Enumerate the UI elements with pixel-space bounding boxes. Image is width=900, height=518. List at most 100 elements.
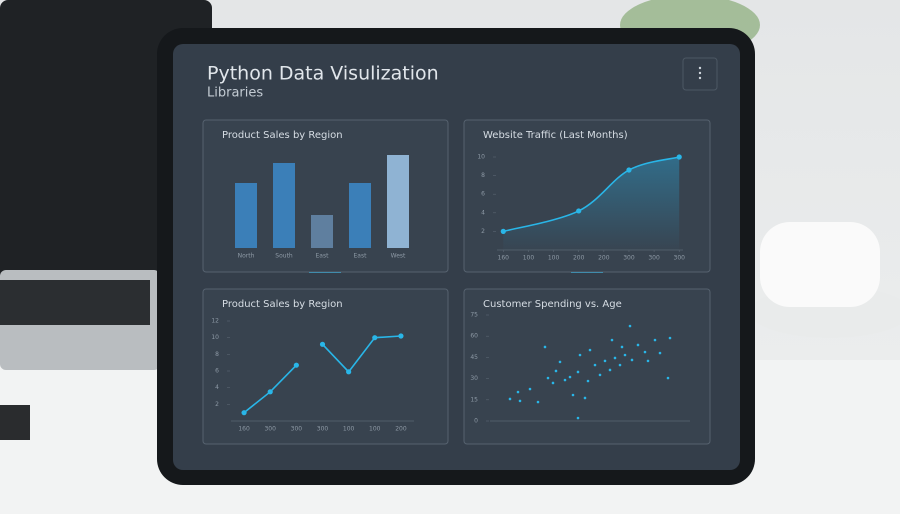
point — [610, 338, 614, 342]
line — [503, 156, 680, 233]
point — [543, 345, 547, 349]
x-tick-label: 300 — [648, 255, 660, 262]
x-tick-label: 300 — [264, 426, 276, 433]
point — [576, 370, 580, 374]
point — [516, 390, 520, 394]
y-tick-label: 0 — [474, 418, 478, 425]
y-tick-label: 2 — [481, 228, 485, 235]
point — [666, 376, 670, 380]
laptop-keyboard — [0, 280, 150, 325]
point — [576, 416, 580, 420]
x-tick-label: 100 — [523, 255, 535, 262]
menu-dot — [698, 66, 702, 70]
y-tick-label: 6 — [481, 191, 485, 198]
point — [646, 359, 650, 363]
y-tick-label: 8 — [481, 172, 485, 179]
dashboard-subtitle: Libraries — [207, 86, 263, 101]
point — [536, 400, 540, 404]
point — [576, 208, 582, 214]
y-tick-label: 4 — [215, 384, 219, 391]
point — [546, 376, 550, 380]
chart-title: Customer Spending vs. Age — [483, 299, 622, 310]
point — [598, 373, 602, 377]
point — [588, 348, 592, 352]
phone — [0, 405, 30, 440]
y-tick-label: 8 — [215, 351, 219, 358]
x-tick-label: 100 — [548, 255, 560, 262]
y-tick-label: 60 — [470, 333, 478, 340]
point — [583, 396, 587, 400]
panel-bg — [202, 119, 449, 273]
bar — [311, 215, 333, 248]
y-tick-label: 12 — [211, 318, 219, 325]
point — [571, 393, 575, 397]
point — [623, 353, 627, 357]
x-tick-label: East — [354, 253, 368, 260]
y-tick-label: 2 — [215, 401, 219, 408]
bar — [349, 183, 371, 248]
point — [551, 381, 555, 385]
menu-dot — [698, 71, 702, 75]
chart-title: Product Sales by Region — [222, 130, 343, 141]
point — [372, 335, 378, 341]
x-tick-label: East — [316, 253, 330, 260]
panel-bg — [463, 288, 711, 445]
x-tick-label: 200 — [598, 255, 610, 262]
menu-button[interactable] — [682, 57, 718, 91]
x-tick-label: 300 — [674, 255, 686, 262]
point — [603, 359, 607, 363]
point — [398, 333, 404, 339]
cup — [760, 222, 880, 307]
point — [620, 345, 624, 349]
point — [643, 350, 647, 354]
point — [554, 369, 558, 373]
menu-dot — [698, 76, 702, 80]
y-tick-label: 4 — [481, 209, 485, 216]
x-tick-label: 160 — [238, 426, 250, 433]
y-tick-label: 6 — [215, 368, 219, 375]
x-tick-label: 100 — [369, 426, 381, 433]
point — [668, 336, 672, 340]
x-tick-label: South — [275, 253, 293, 260]
point — [319, 341, 326, 347]
point — [618, 363, 622, 367]
point — [241, 410, 247, 416]
point — [676, 154, 682, 160]
x-tick-label: 300 — [291, 426, 303, 433]
y-tick-label: 45 — [470, 354, 478, 361]
bar — [273, 163, 295, 248]
point — [568, 375, 572, 379]
point — [613, 356, 617, 360]
line — [321, 335, 401, 374]
y-tick-label: 75 — [470, 312, 478, 319]
y-tick-label: 15 — [470, 396, 478, 403]
point — [653, 338, 657, 342]
chart-panel: Product Sales by Region North South East Eas… — [202, 119, 449, 273]
y-tick-label: 10 — [477, 154, 485, 161]
x-tick-label: 300 — [623, 255, 635, 262]
point — [608, 368, 612, 372]
point — [346, 369, 352, 375]
chart-panel: Website Traffic (Last Months) 2 4 6 8 10 160 10… — [463, 119, 711, 273]
x-tick-label: 160 — [498, 255, 510, 262]
bar — [387, 155, 409, 248]
chart-panel: Product Sales by Region 2 4 6 8 10 12 160 300 300… — [202, 288, 449, 445]
x-tick-label: West — [391, 253, 406, 260]
point — [508, 397, 512, 401]
point — [630, 358, 634, 362]
x-tick-label: 200 — [573, 255, 585, 262]
dashboard-title: Python Data Visulization — [207, 63, 439, 85]
y-tick-label: 10 — [211, 334, 219, 341]
bar — [235, 183, 257, 248]
point — [626, 167, 632, 173]
point — [518, 399, 522, 403]
point — [578, 353, 582, 357]
y-tick-label: 30 — [470, 375, 478, 382]
panel-bg — [202, 288, 449, 445]
chart-panel: Customer Spending vs. Age 0 15 30 45 60 75 — [463, 288, 711, 445]
x-tick-label: 300 — [317, 426, 329, 433]
point — [500, 228, 506, 234]
x-tick-label: 100 — [343, 426, 355, 433]
